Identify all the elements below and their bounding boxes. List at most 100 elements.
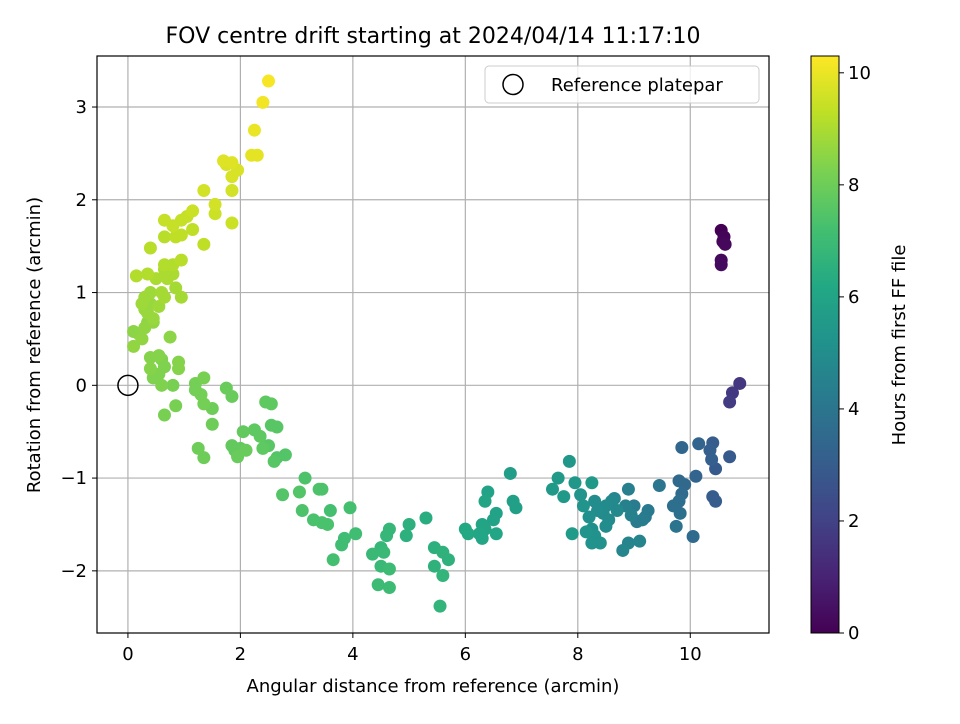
data-point — [382, 562, 396, 576]
data-point — [733, 376, 747, 390]
data-point — [545, 482, 559, 496]
data-point — [323, 504, 337, 518]
data-point — [256, 441, 270, 455]
data-point — [236, 425, 250, 439]
data-point — [298, 471, 312, 485]
data-point — [509, 501, 523, 515]
data-point — [723, 395, 737, 409]
data-point — [143, 241, 157, 255]
data-point — [692, 437, 706, 451]
data-point — [127, 339, 141, 353]
data-point — [402, 517, 416, 531]
y-axis-ticks: −2 −1 0 1 2 3 — [60, 97, 97, 582]
data-point — [163, 330, 177, 344]
data-point — [264, 397, 278, 411]
chart-title: FOV centre drift starting at 2024/04/14 … — [166, 24, 701, 49]
data-point — [574, 488, 588, 502]
data-point — [419, 511, 433, 525]
data-point — [486, 513, 500, 527]
x-tick-label: 4 — [347, 644, 358, 665]
y-tick-label: 1 — [76, 283, 87, 304]
x-tick-label: 0 — [122, 644, 133, 665]
data-point — [343, 501, 357, 515]
y-tick-label: −2 — [60, 561, 87, 582]
data-point — [127, 325, 141, 339]
data-point — [169, 281, 183, 295]
data-point — [718, 237, 732, 251]
data-point — [551, 471, 565, 485]
x-axis-ticks: 0 2 4 6 8 10 — [122, 633, 702, 665]
data-point — [723, 450, 737, 464]
data-point — [399, 529, 413, 543]
data-point — [433, 599, 447, 613]
data-point — [441, 553, 455, 567]
data-point — [307, 513, 321, 527]
data-point — [624, 508, 638, 522]
colorbar-tick-label: 2 — [848, 511, 859, 532]
colorbar-ticks: 0 2 4 6 8 10 — [839, 63, 871, 644]
colorbar: 0 2 4 6 8 10 Hours from first FF file — [810, 55, 910, 644]
colorbar-tick-label: 6 — [848, 287, 859, 308]
data-point — [146, 312, 160, 326]
data-point — [579, 525, 593, 539]
data-point — [562, 454, 576, 468]
data-point — [292, 485, 306, 499]
data-point — [157, 230, 171, 244]
colorbar-tick-label: 10 — [848, 63, 871, 84]
data-point — [585, 476, 599, 490]
data-point — [382, 581, 396, 595]
data-point — [616, 543, 630, 557]
data-point — [576, 499, 590, 513]
data-point — [377, 545, 391, 559]
x-tick-label: 10 — [679, 644, 702, 665]
legend: Reference platepar — [484, 65, 760, 104]
colorbar-tick-label: 8 — [848, 175, 859, 196]
data-point — [686, 530, 700, 544]
data-point — [188, 383, 202, 397]
colorbar-label: Hours from first FF file — [889, 245, 910, 446]
data-point — [714, 258, 728, 272]
data-point — [166, 378, 180, 392]
data-point — [250, 148, 264, 162]
y-tick-label: 3 — [76, 97, 87, 118]
data-point — [157, 290, 171, 304]
data-point — [689, 469, 703, 483]
y-tick-label: −1 — [60, 468, 87, 489]
data-point — [335, 538, 349, 552]
data-point — [225, 216, 239, 230]
colorbar-tick-label: 4 — [848, 399, 859, 420]
data-point — [503, 466, 517, 480]
plot-frame — [96, 55, 770, 634]
data-point — [225, 389, 239, 403]
data-point — [129, 269, 143, 283]
data-point — [489, 527, 503, 541]
x-tick-label: 8 — [572, 644, 583, 665]
data-point — [197, 371, 211, 385]
data-point — [262, 74, 276, 88]
data-point — [186, 222, 200, 236]
data-point — [276, 488, 290, 502]
data-point — [380, 529, 394, 543]
data-point — [312, 482, 326, 496]
data-point — [239, 443, 253, 457]
grid-lines — [97, 56, 769, 633]
data-point — [157, 213, 171, 227]
data-point — [141, 267, 155, 281]
data-point — [155, 378, 169, 392]
data-point — [208, 207, 222, 221]
data-point — [582, 510, 596, 524]
x-tick-label: 2 — [235, 644, 246, 665]
data-point — [256, 95, 270, 109]
data-point — [709, 494, 723, 508]
data-point — [621, 482, 635, 496]
data-point — [208, 197, 222, 211]
y-axis-label: Rotation from reference (arcmin) — [24, 197, 45, 493]
data-point — [174, 228, 188, 242]
data-point — [565, 527, 579, 541]
data-point — [267, 454, 281, 468]
legend-marker — [502, 73, 524, 96]
data-point — [669, 519, 683, 533]
data-point — [143, 350, 157, 364]
data-point — [186, 204, 200, 218]
data-point — [436, 568, 450, 582]
